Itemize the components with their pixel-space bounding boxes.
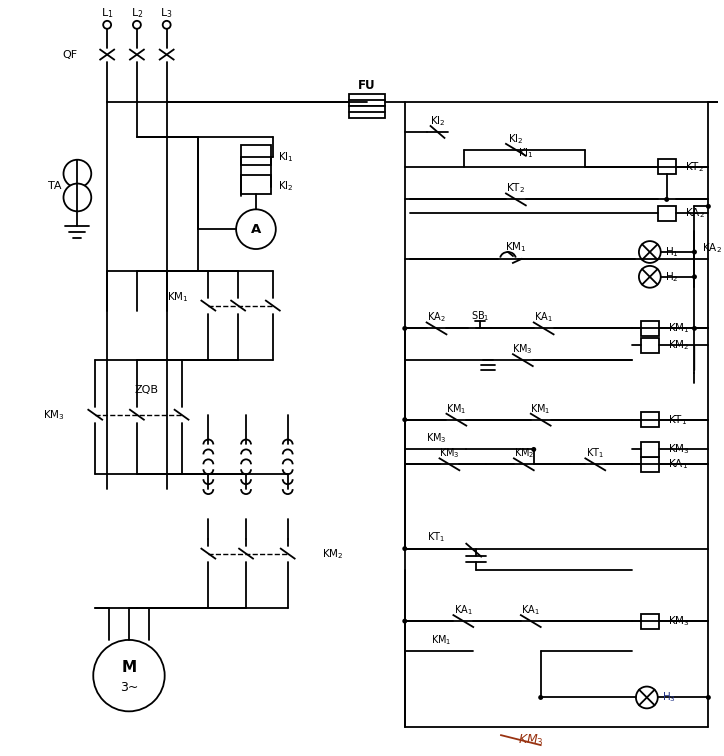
Text: H$_3$: H$_3$ bbox=[662, 690, 675, 705]
Text: KT$_2$: KT$_2$ bbox=[506, 181, 526, 195]
Text: KI$_2$: KI$_2$ bbox=[508, 132, 523, 146]
Text: ZQB: ZQB bbox=[135, 385, 159, 395]
Text: $\it{KM}_3$: $\it{KM}_3$ bbox=[518, 733, 544, 748]
Text: KA$_2$: KA$_2$ bbox=[685, 206, 704, 220]
Text: L$_2$: L$_2$ bbox=[131, 6, 143, 20]
Circle shape bbox=[706, 204, 711, 209]
Circle shape bbox=[706, 695, 711, 700]
Circle shape bbox=[163, 21, 171, 29]
Text: KM$_1$: KM$_1$ bbox=[167, 290, 188, 304]
Text: KA$_1$: KA$_1$ bbox=[521, 603, 540, 617]
Text: KI$_2$: KI$_2$ bbox=[278, 180, 294, 194]
Text: KM$_3$: KM$_3$ bbox=[668, 442, 689, 457]
Circle shape bbox=[403, 618, 408, 624]
Text: QF: QF bbox=[62, 50, 77, 60]
Bar bbox=[641, 442, 659, 457]
Bar bbox=[658, 160, 675, 174]
Text: KI$_1$: KI$_1$ bbox=[518, 146, 534, 160]
Text: KM$_2$: KM$_2$ bbox=[668, 339, 689, 352]
Text: L$_1$: L$_1$ bbox=[101, 6, 114, 20]
Text: H$_2$: H$_2$ bbox=[665, 270, 678, 284]
Bar bbox=[641, 614, 659, 628]
Text: KM$_3$: KM$_3$ bbox=[43, 407, 64, 422]
Text: KA$_2$: KA$_2$ bbox=[427, 311, 446, 324]
Text: M: M bbox=[122, 660, 137, 675]
Circle shape bbox=[692, 326, 697, 331]
Text: KI$_1$: KI$_1$ bbox=[278, 150, 294, 163]
Text: A: A bbox=[251, 223, 261, 236]
Text: KM$_3$: KM$_3$ bbox=[668, 614, 689, 628]
Circle shape bbox=[692, 274, 697, 279]
Circle shape bbox=[403, 326, 408, 331]
Text: KM$_1$: KM$_1$ bbox=[446, 402, 467, 416]
Circle shape bbox=[64, 184, 91, 212]
Text: KM$_2$: KM$_2$ bbox=[322, 547, 344, 560]
Circle shape bbox=[133, 21, 141, 29]
Text: KT$_1$: KT$_1$ bbox=[668, 413, 687, 426]
Text: KM$_3$: KM$_3$ bbox=[439, 447, 460, 460]
Text: KT$_1$: KT$_1$ bbox=[427, 530, 445, 544]
Bar bbox=[658, 206, 675, 221]
Text: FU: FU bbox=[358, 79, 376, 91]
Text: KM$_1$: KM$_1$ bbox=[531, 402, 551, 416]
Circle shape bbox=[403, 417, 408, 422]
Circle shape bbox=[531, 447, 536, 452]
Circle shape bbox=[639, 241, 661, 263]
Circle shape bbox=[664, 197, 669, 202]
Bar bbox=[641, 457, 659, 472]
Circle shape bbox=[636, 686, 658, 708]
Bar bbox=[641, 321, 659, 336]
Text: KM$_1$: KM$_1$ bbox=[432, 633, 452, 647]
Circle shape bbox=[93, 640, 164, 711]
Circle shape bbox=[639, 266, 661, 288]
Text: KM$_1$: KM$_1$ bbox=[505, 240, 527, 254]
Circle shape bbox=[64, 160, 91, 187]
Bar bbox=[349, 94, 385, 106]
Text: KA$_1$: KA$_1$ bbox=[668, 457, 688, 471]
Text: KA$_1$: KA$_1$ bbox=[534, 311, 553, 324]
Bar bbox=[641, 412, 659, 427]
Circle shape bbox=[538, 695, 543, 700]
Text: TA: TA bbox=[48, 181, 62, 191]
Text: KM$_1$: KM$_1$ bbox=[668, 321, 689, 336]
Circle shape bbox=[104, 21, 111, 29]
Text: KI$_2$: KI$_2$ bbox=[429, 114, 445, 128]
Text: KA$_1$: KA$_1$ bbox=[454, 603, 473, 617]
Text: 3~: 3~ bbox=[119, 681, 138, 694]
Text: SB$_1$: SB$_1$ bbox=[471, 310, 489, 324]
Text: KT$_2$: KT$_2$ bbox=[685, 160, 704, 174]
Bar bbox=[641, 338, 659, 353]
Text: KM$_3$: KM$_3$ bbox=[513, 342, 533, 356]
Bar bbox=[241, 145, 271, 165]
Text: L$_3$: L$_3$ bbox=[161, 6, 173, 20]
Bar bbox=[241, 175, 271, 194]
Text: H$_1$: H$_1$ bbox=[665, 245, 678, 259]
Circle shape bbox=[236, 209, 276, 249]
Bar bbox=[349, 106, 385, 118]
Circle shape bbox=[403, 546, 408, 551]
Text: KM$_3$: KM$_3$ bbox=[426, 432, 447, 445]
Text: KT$_1$: KT$_1$ bbox=[586, 447, 605, 460]
Text: KA$_2$: KA$_2$ bbox=[702, 241, 723, 255]
Circle shape bbox=[692, 249, 697, 255]
Text: KM$_2$: KM$_2$ bbox=[513, 447, 534, 460]
